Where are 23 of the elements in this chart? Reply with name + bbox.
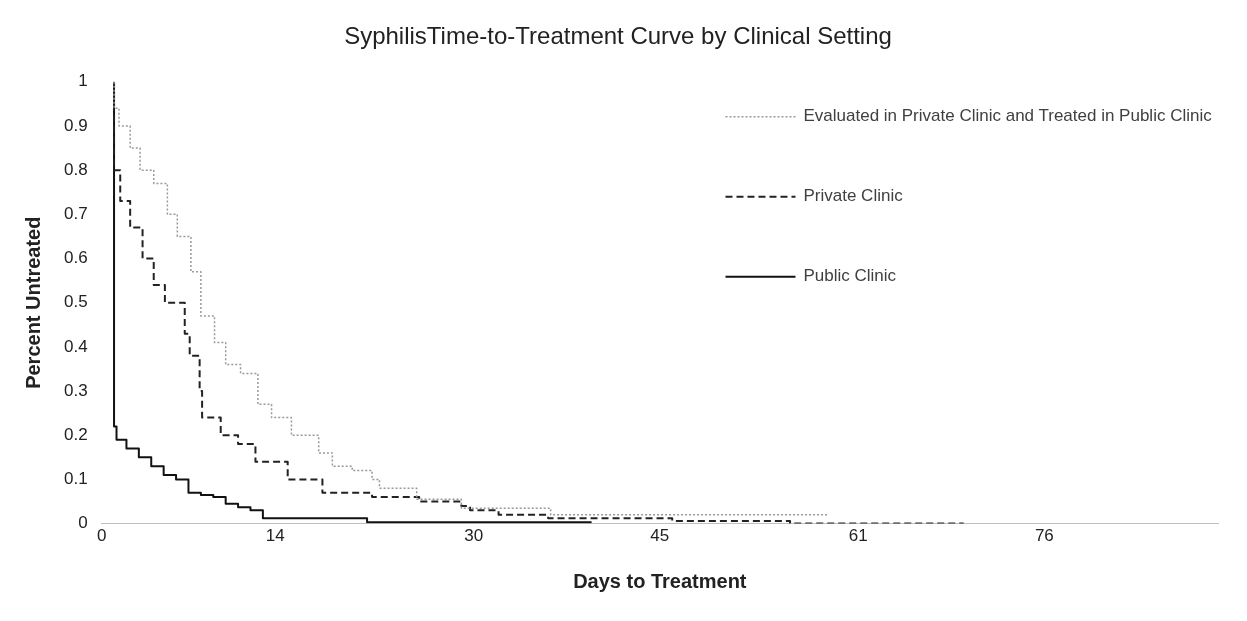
legend-label: Private Clinic <box>803 186 904 206</box>
x-tick-label: 45 <box>650 526 670 546</box>
x-axis-title: Days to Treatment <box>573 569 747 592</box>
legend-label: Public Clinic <box>803 266 897 286</box>
y-tick-label: 0.2 <box>63 424 88 444</box>
x-tick-label: 76 <box>1034 526 1054 546</box>
y-tick-label: 0.4 <box>63 336 88 356</box>
y-tick-label: 0 <box>78 513 88 533</box>
y-tick-label: 0.9 <box>63 115 88 135</box>
y-axis-title: Percent Untreated <box>21 216 44 389</box>
chart-title: SyphilisTime-to-Treatment Curve by Clinical Setting <box>344 22 892 50</box>
y-tick-label: 0.3 <box>63 380 88 400</box>
y-tick-label: 0.8 <box>63 159 88 179</box>
y-tick-label: 0.6 <box>63 248 88 268</box>
legend-label: Evaluated in Private Clinic and Treated in Public Clinic <box>803 106 1213 126</box>
y-tick-label: 1 <box>78 71 88 91</box>
y-tick-label: 0.1 <box>63 469 88 489</box>
y-tick-label: 0.5 <box>63 292 88 312</box>
x-tick-label: 14 <box>265 526 285 546</box>
y-tick-label: 0.7 <box>63 204 88 224</box>
x-tick-label: 61 <box>848 526 868 546</box>
x-tick-label: 0 <box>96 526 107 546</box>
x-tick-label: 30 <box>464 526 484 546</box>
